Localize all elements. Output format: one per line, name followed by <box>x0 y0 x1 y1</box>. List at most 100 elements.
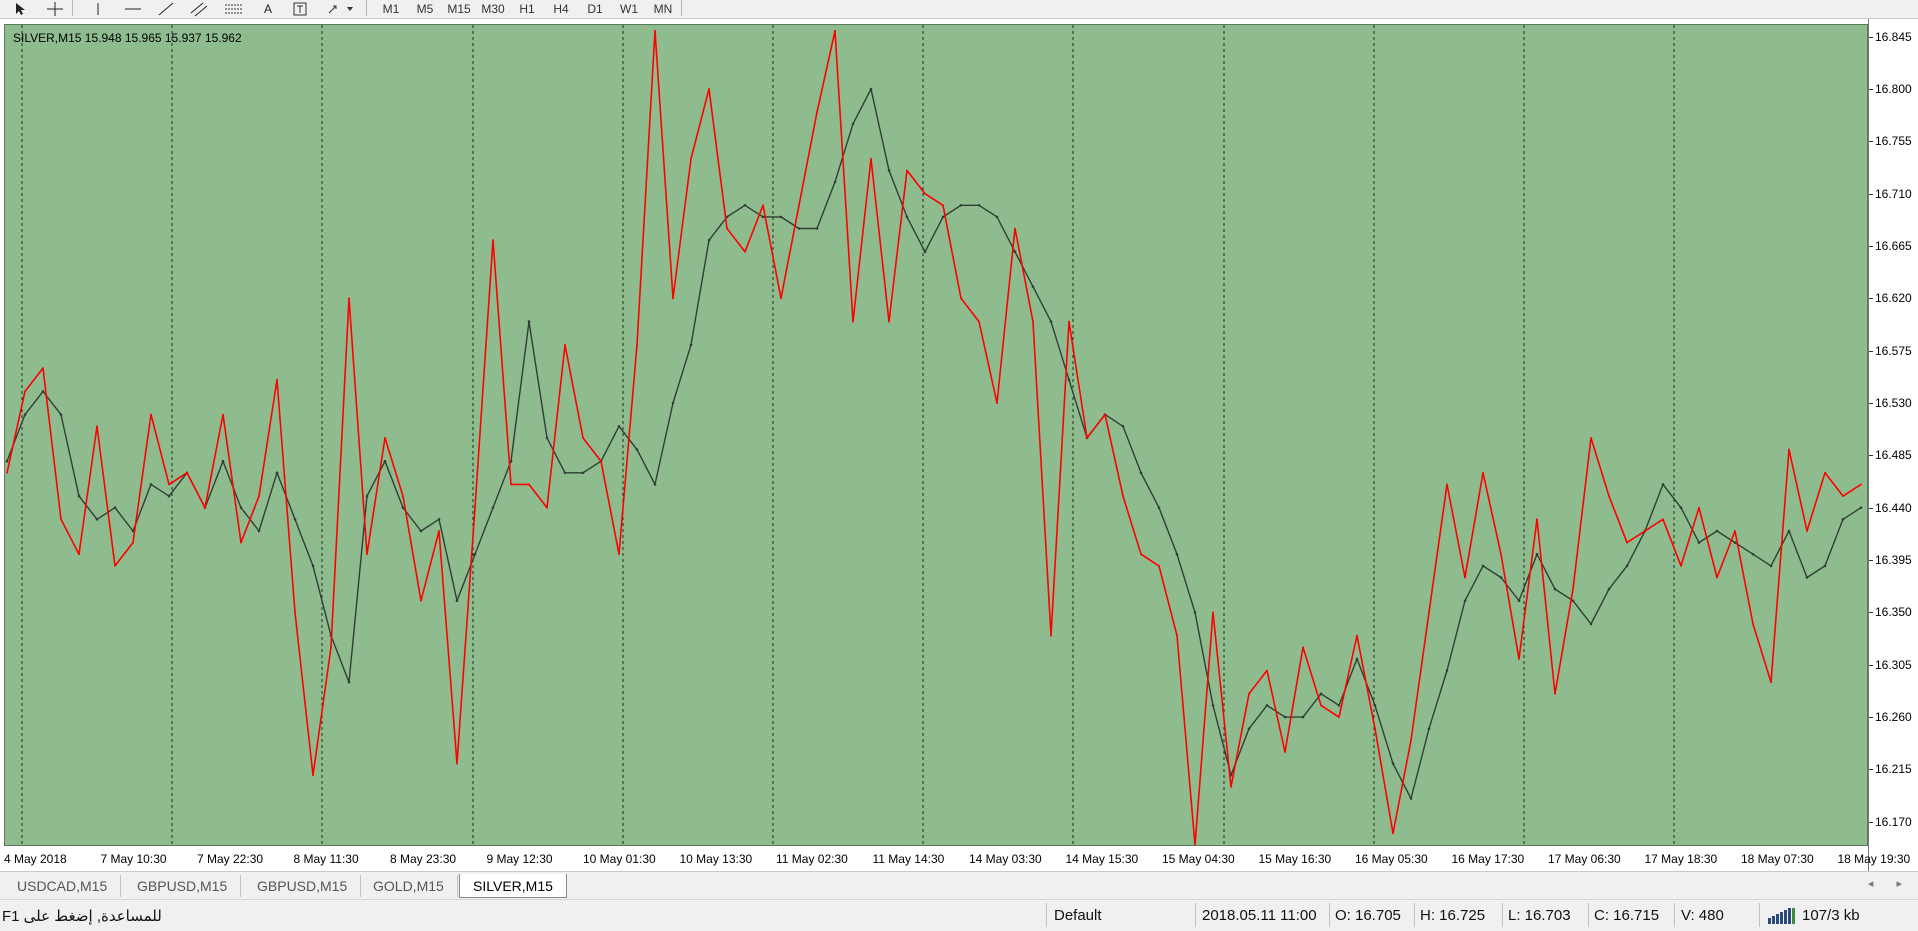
price-point <box>1031 285 1035 289</box>
timeframe-m5[interactable]: M5 <box>416 1 434 16</box>
price-tick <box>1869 560 1873 562</box>
indicator-point <box>132 541 134 544</box>
price-tick <box>1869 717 1873 719</box>
timeframe-mn[interactable]: MN <box>653 1 673 16</box>
tab-silver-m15[interactable]: SILVER,M15 <box>459 874 567 898</box>
price-point <box>923 250 927 254</box>
toolbar: A M1 M5 M15 M30 H1 H4 D1 W1 MN <box>0 0 1918 19</box>
indicator-point <box>1068 320 1070 323</box>
connection-status-icon[interactable] <box>1768 908 1798 929</box>
price-tick <box>1869 612 1873 614</box>
timeframe-d1[interactable]: D1 <box>587 1 603 16</box>
indicator-point <box>816 111 818 114</box>
horizontal-line-icon[interactable] <box>122 0 144 18</box>
price-label: 16.350 <box>1875 605 1912 620</box>
indicator-point <box>654 29 656 32</box>
bar-volume: V: 480 <box>1681 907 1724 924</box>
indicator-point <box>726 227 728 230</box>
price-axis[interactable]: 16.845 16.800 16.755 16.710 16.665 16.620 16.5… <box>1868 19 1918 871</box>
indicator-point <box>1662 518 1664 521</box>
price-point <box>1247 727 1251 730</box>
price-point <box>1337 704 1341 707</box>
price-point <box>167 494 171 498</box>
price-point <box>833 180 837 184</box>
price-label: 16.215 <box>1875 762 1912 777</box>
timeframe-w1[interactable]: W1 <box>620 1 638 16</box>
price-point <box>311 564 315 568</box>
price-label: 16.395 <box>1875 553 1912 568</box>
price-point <box>275 471 279 475</box>
indicator-point <box>438 530 440 532</box>
indicator-point <box>1752 623 1754 625</box>
fibonacci-icon[interactable] <box>222 0 246 18</box>
price-point <box>257 529 261 533</box>
status-separator <box>1674 903 1675 927</box>
tab-gbpusd-m15-2[interactable]: GBPUSD,M15 <box>244 875 362 897</box>
price-point <box>1769 564 1773 568</box>
tab-gold-m15[interactable]: GOLD,M15 <box>360 875 458 897</box>
price-point <box>95 518 99 521</box>
arrows-icon[interactable] <box>325 0 359 18</box>
indicator-point <box>1788 448 1790 451</box>
crosshair-icon[interactable] <box>45 0 65 18</box>
indicator-point <box>1716 576 1718 579</box>
tab-usdcad-m15[interactable]: USDCAD,M15 <box>4 875 122 897</box>
indicator-point <box>1176 634 1178 637</box>
price-point <box>617 425 621 428</box>
equidistant-channel-icon[interactable] <box>188 0 212 18</box>
price-tick <box>1869 350 1873 352</box>
status-separator <box>1195 903 1196 927</box>
indicator-point <box>312 774 314 777</box>
tab-scroll-arrows[interactable]: ◂ ▸ <box>1867 878 1912 890</box>
price-label: 16.710 <box>1875 186 1912 201</box>
price-point <box>1607 587 1611 591</box>
chart-window[interactable]: SILVER,M15 15.948 15.965 15.937 15.962 1… <box>0 19 1918 871</box>
trendline-icon[interactable] <box>155 0 177 18</box>
indicator-point <box>474 506 476 509</box>
price-point <box>1589 622 1593 626</box>
indicator-point <box>1482 471 1484 474</box>
timeframe-h4[interactable]: H4 <box>553 1 569 16</box>
indicator-point <box>186 471 188 474</box>
indicator-point <box>1392 832 1394 835</box>
indicator-point <box>636 344 638 346</box>
chart-caption: SILVER,M15 15.948 15.965 15.937 15.962 <box>13 31 242 45</box>
chart-plot-area[interactable]: SILVER,M15 15.948 15.965 15.937 15.962 <box>4 24 1868 846</box>
price-chart[interactable] <box>5 25 1867 845</box>
timeframe-m1[interactable]: M1 <box>382 1 400 16</box>
text-label-icon[interactable] <box>290 0 310 18</box>
traffic-counter: 107/3 kb <box>1802 907 1860 924</box>
tab-gbpusd-m15[interactable]: GBPUSD,M15 <box>124 875 242 897</box>
indicator-point <box>1194 844 1196 845</box>
price-point <box>1355 657 1359 661</box>
price-point <box>1697 541 1701 544</box>
time-label: 15 May 04:30 <box>1162 852 1235 866</box>
price-point <box>1823 564 1827 568</box>
text-icon[interactable]: A <box>263 2 272 16</box>
price-label: 16.620 <box>1875 291 1912 306</box>
timeframe-h1[interactable]: H1 <box>519 1 535 16</box>
vertical-line-icon[interactable] <box>90 0 106 18</box>
indicator-point <box>1590 437 1592 439</box>
indicator-point <box>546 506 548 509</box>
indicator-point <box>420 599 422 602</box>
cursor-icon[interactable] <box>10 0 30 18</box>
timeframe-m15[interactable]: M15 <box>447 1 471 16</box>
price-point <box>455 599 459 602</box>
price-point <box>473 552 477 556</box>
bar-close: C: 16.715 <box>1594 907 1660 924</box>
indicator-point <box>168 483 170 486</box>
price-point <box>545 436 549 440</box>
indicator-point <box>960 297 962 300</box>
indicator-point <box>780 297 782 300</box>
time-axis[interactable]: 4 May 2018 7 May 10:30 7 May 22:30 8 May 11… <box>0 847 1910 871</box>
indicator-point <box>834 29 836 32</box>
time-label: 4 May 2018 <box>4 852 67 866</box>
indicator-point <box>96 425 98 428</box>
price-tick <box>1869 193 1873 195</box>
indicator-point <box>1266 669 1268 672</box>
timeframe-m30[interactable]: M30 <box>481 1 505 16</box>
price-point <box>1445 669 1449 672</box>
price-point <box>653 483 657 486</box>
indicator-point <box>384 437 386 439</box>
